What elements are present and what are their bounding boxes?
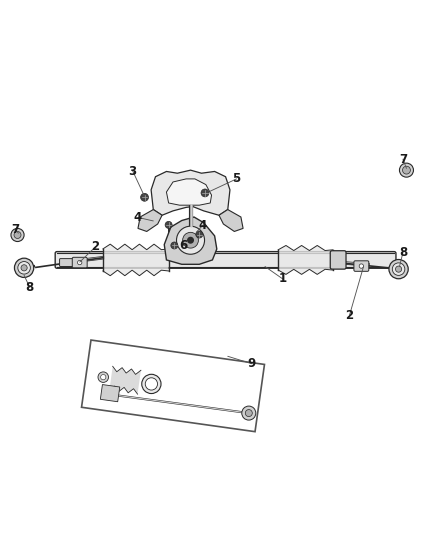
- Circle shape: [389, 260, 408, 279]
- Polygon shape: [219, 209, 243, 231]
- FancyBboxPatch shape: [55, 252, 396, 268]
- FancyBboxPatch shape: [330, 251, 346, 269]
- Text: 9: 9: [248, 357, 256, 370]
- FancyBboxPatch shape: [72, 257, 87, 268]
- Polygon shape: [166, 179, 212, 205]
- Text: 7: 7: [399, 152, 407, 166]
- FancyBboxPatch shape: [354, 261, 369, 271]
- Polygon shape: [110, 366, 141, 394]
- Circle shape: [142, 374, 161, 393]
- Text: 6: 6: [179, 239, 187, 252]
- Circle shape: [78, 261, 82, 265]
- Circle shape: [141, 193, 148, 201]
- Polygon shape: [103, 244, 169, 276]
- Circle shape: [242, 406, 256, 420]
- Circle shape: [98, 372, 109, 382]
- Circle shape: [101, 375, 106, 380]
- Circle shape: [245, 409, 252, 417]
- Text: 8: 8: [26, 281, 34, 294]
- Polygon shape: [151, 170, 230, 215]
- Polygon shape: [278, 246, 333, 274]
- Text: 7: 7: [11, 223, 19, 236]
- Text: 5: 5: [233, 172, 240, 185]
- Polygon shape: [138, 209, 162, 231]
- Text: 1: 1: [279, 272, 286, 285]
- Circle shape: [392, 263, 405, 276]
- Text: 4: 4: [198, 219, 206, 232]
- Circle shape: [359, 264, 364, 268]
- Circle shape: [145, 378, 158, 390]
- Circle shape: [187, 237, 194, 244]
- Circle shape: [399, 163, 413, 177]
- Text: 8: 8: [399, 246, 407, 259]
- Text: 2: 2: [346, 309, 353, 321]
- Polygon shape: [100, 385, 120, 402]
- Circle shape: [165, 221, 172, 229]
- FancyBboxPatch shape: [60, 259, 78, 266]
- Circle shape: [396, 266, 402, 272]
- Circle shape: [21, 265, 27, 271]
- Circle shape: [18, 262, 30, 274]
- Circle shape: [196, 231, 203, 238]
- Circle shape: [14, 258, 34, 278]
- Text: 2: 2: [92, 240, 99, 253]
- Text: 4: 4: [134, 211, 142, 224]
- Polygon shape: [164, 217, 217, 264]
- Circle shape: [201, 189, 209, 197]
- Circle shape: [171, 242, 178, 249]
- Circle shape: [11, 229, 24, 241]
- Circle shape: [14, 231, 21, 238]
- Text: 3: 3: [129, 165, 137, 177]
- Circle shape: [183, 232, 198, 248]
- Circle shape: [403, 166, 410, 174]
- Circle shape: [177, 226, 205, 254]
